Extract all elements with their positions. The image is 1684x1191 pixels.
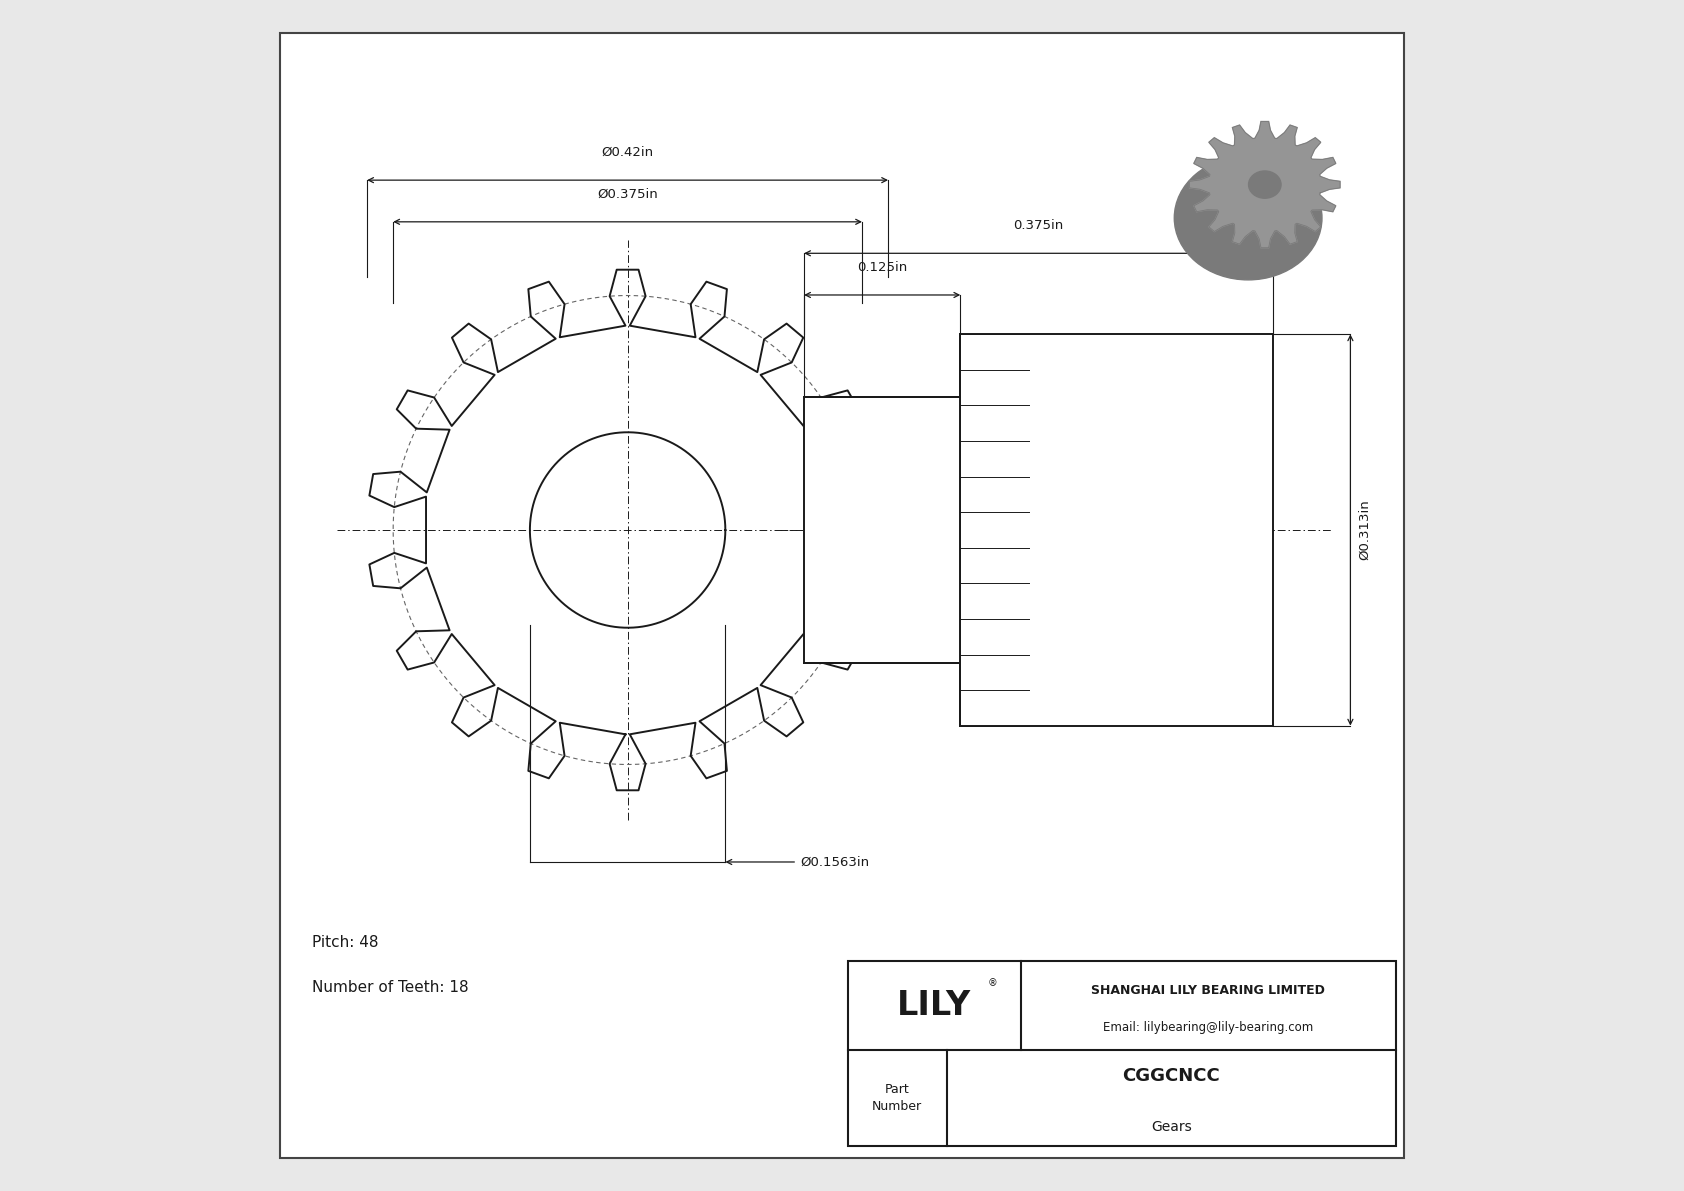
- Text: Email: lilybearing@lily-bearing.com: Email: lilybearing@lily-bearing.com: [1103, 1021, 1314, 1034]
- Text: CGGCNCC: CGGCNCC: [1122, 1067, 1221, 1085]
- Ellipse shape: [1174, 156, 1322, 280]
- Text: ®: ®: [989, 978, 999, 989]
- Text: Number of Teeth: 18: Number of Teeth: 18: [312, 980, 468, 996]
- Bar: [960, 335, 1273, 725]
- Bar: [803, 397, 960, 663]
- Text: Ø0.375in: Ø0.375in: [598, 187, 658, 200]
- Text: Ø0.313in: Ø0.313in: [1359, 499, 1371, 561]
- Text: SHANGHAI LILY BEARING LIMITED: SHANGHAI LILY BEARING LIMITED: [1091, 984, 1325, 997]
- Text: Gears: Gears: [1150, 1121, 1192, 1134]
- Bar: [849, 961, 1396, 1146]
- Bar: [849, 961, 1396, 1146]
- Text: Pitch: 48: Pitch: 48: [312, 935, 379, 950]
- Text: 0.375in: 0.375in: [1014, 219, 1064, 232]
- Bar: [1231, 150, 1258, 219]
- Ellipse shape: [1248, 172, 1282, 198]
- Polygon shape: [1189, 121, 1340, 248]
- Text: Ø0.42in: Ø0.42in: [601, 145, 653, 158]
- Text: 0.125in: 0.125in: [857, 261, 908, 274]
- Text: Part
Number: Part Number: [872, 1083, 923, 1112]
- Text: LILY: LILY: [898, 989, 972, 1022]
- Text: Ø0.1563in: Ø0.1563in: [800, 855, 869, 868]
